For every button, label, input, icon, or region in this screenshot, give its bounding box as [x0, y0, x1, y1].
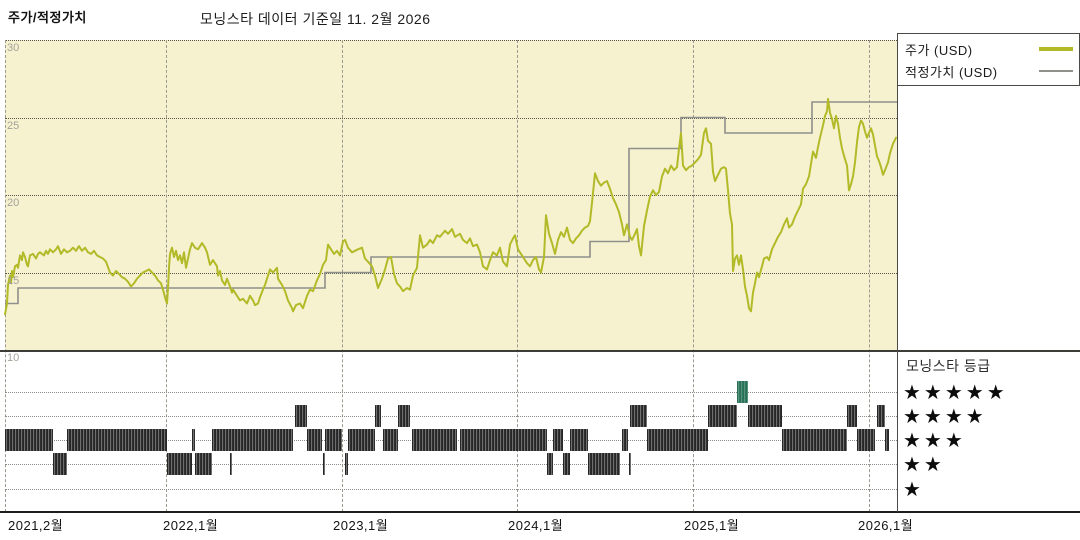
price-line [4, 97, 897, 316]
year-gridline [5, 40, 6, 512]
data-as-of-label: 모닝스타 데이터 기준일 11. 2월 2026 [200, 11, 431, 27]
x-tick-label: 2021,2월 [8, 518, 64, 533]
x-tick-label: 2022,1월 [163, 518, 219, 533]
x-tick-label: 2023,1월 [333, 518, 389, 533]
legend-price-label: 주가 (USD) [905, 42, 973, 58]
star-rating-row-5: ★★★★★ [903, 380, 1008, 404]
chart-rating-divider-line [0, 350, 1080, 352]
fair-value-line-swatch-icon [1039, 70, 1073, 72]
legend: 주가 (USD) 적정가치 (USD) [897, 33, 1080, 86]
star-rating-row-1: ★ [903, 477, 924, 501]
legend-item-price[interactable]: 주가 (USD) [905, 38, 1073, 60]
value-gridline [5, 40, 897, 41]
y-tick-label: 20 [7, 197, 20, 209]
y-tick-label: 30 [7, 42, 20, 54]
x-tick-label: 2026,1월 [858, 518, 914, 533]
price-line-swatch-icon [1039, 47, 1073, 51]
x-tick-label: 2025,1월 [684, 518, 740, 533]
rating-row-line [5, 464, 897, 465]
rating-row-line [5, 392, 897, 393]
star-rating-row-4: ★★★★ [903, 404, 987, 428]
value-gridline [5, 195, 897, 196]
price-fair-value-lines [4, 97, 897, 316]
side-panel-divider-line [897, 33, 898, 512]
star-rating-row-2: ★★ [903, 452, 945, 476]
rating-row-line [5, 489, 897, 490]
fair-value-line [5, 101, 897, 305]
legend-item-fair-value[interactable]: 적정가치 (USD) [905, 60, 1073, 82]
value-gridline [5, 117, 897, 119]
rating-row-line [5, 416, 897, 417]
rating-panel-title: 모닝스타 등급 [906, 358, 991, 374]
x-tick-label: 2024,1월 [508, 518, 564, 533]
star-rating-row-3: ★★★ [903, 428, 966, 452]
year-gridline [517, 40, 518, 512]
year-gridline [869, 40, 870, 512]
year-gridline [342, 40, 343, 512]
year-gridline [693, 40, 694, 512]
y-tick-label: 15 [7, 274, 20, 287]
legend-fair-value-label: 적정가치 (USD) [905, 64, 998, 80]
year-gridline [166, 40, 167, 512]
value-gridline [5, 272, 897, 274]
page-title: 주가/적정가치 [8, 10, 87, 25]
x-axis-line [0, 511, 1080, 513]
y-tick-label: 25 [7, 119, 20, 132]
rating-row-line [5, 440, 897, 441]
y-tick-label: 10 [7, 352, 20, 364]
